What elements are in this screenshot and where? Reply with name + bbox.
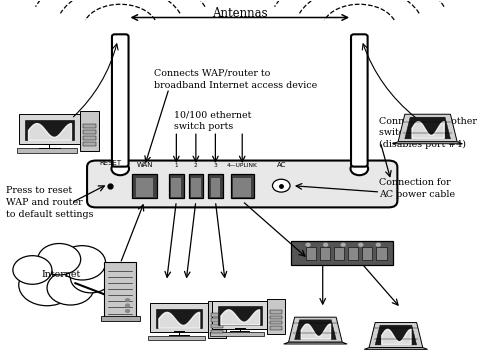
Text: Internet: Internet [41, 270, 80, 279]
FancyBboxPatch shape [362, 247, 372, 260]
FancyBboxPatch shape [17, 148, 77, 153]
Text: Antennas: Antennas [212, 7, 268, 20]
FancyBboxPatch shape [376, 247, 386, 260]
Text: Connection for
AC power cable: Connection for AC power cable [379, 178, 455, 199]
FancyBboxPatch shape [191, 178, 200, 197]
FancyBboxPatch shape [136, 178, 154, 197]
Circle shape [376, 243, 380, 246]
FancyBboxPatch shape [101, 316, 140, 321]
FancyBboxPatch shape [172, 178, 181, 197]
Circle shape [47, 271, 94, 305]
Circle shape [70, 263, 112, 293]
FancyBboxPatch shape [104, 262, 136, 318]
Polygon shape [294, 320, 336, 340]
Circle shape [38, 243, 80, 275]
FancyBboxPatch shape [348, 247, 358, 260]
Circle shape [272, 179, 290, 192]
Circle shape [324, 243, 328, 246]
FancyBboxPatch shape [334, 247, 344, 260]
Text: 1: 1 [174, 163, 178, 168]
Polygon shape [284, 342, 347, 344]
FancyBboxPatch shape [112, 34, 128, 167]
FancyBboxPatch shape [83, 142, 96, 146]
Circle shape [359, 243, 362, 246]
Polygon shape [392, 142, 462, 144]
FancyBboxPatch shape [320, 247, 330, 260]
Polygon shape [364, 348, 428, 349]
Circle shape [350, 162, 368, 175]
Text: Connects WAP/router to
broadband Internet access device: Connects WAP/router to broadband Interne… [154, 69, 318, 90]
FancyBboxPatch shape [270, 316, 282, 319]
Text: RESET: RESET [100, 160, 122, 166]
FancyBboxPatch shape [351, 34, 368, 167]
FancyBboxPatch shape [208, 174, 222, 198]
Circle shape [342, 243, 345, 246]
Circle shape [126, 309, 130, 312]
Polygon shape [369, 322, 422, 348]
FancyBboxPatch shape [83, 130, 96, 134]
FancyBboxPatch shape [188, 174, 203, 198]
FancyBboxPatch shape [148, 336, 205, 340]
Text: 2: 2 [194, 163, 198, 168]
FancyBboxPatch shape [270, 326, 282, 330]
FancyBboxPatch shape [306, 247, 316, 260]
FancyBboxPatch shape [218, 306, 262, 325]
Text: Connects to another
switch or hub
(disables port #4): Connects to another switch or hub (disab… [379, 117, 476, 149]
FancyBboxPatch shape [210, 330, 224, 334]
FancyBboxPatch shape [150, 303, 208, 332]
Text: Press to reset
WAP and router
to default settings: Press to reset WAP and router to default… [6, 186, 93, 219]
Circle shape [126, 299, 130, 302]
FancyBboxPatch shape [156, 308, 202, 328]
FancyBboxPatch shape [169, 174, 184, 198]
Text: 10/100 ethernet
switch ports: 10/100 ethernet switch ports [174, 110, 252, 131]
Circle shape [126, 304, 130, 307]
Polygon shape [288, 317, 342, 342]
Polygon shape [398, 114, 457, 142]
FancyBboxPatch shape [26, 120, 74, 140]
Text: WAN: WAN [136, 162, 153, 168]
FancyBboxPatch shape [83, 124, 96, 128]
FancyBboxPatch shape [87, 160, 398, 208]
FancyBboxPatch shape [270, 321, 282, 325]
Circle shape [13, 256, 52, 284]
FancyBboxPatch shape [210, 324, 224, 328]
FancyBboxPatch shape [210, 318, 224, 322]
FancyBboxPatch shape [210, 178, 220, 197]
Text: 3: 3 [214, 163, 218, 168]
Polygon shape [375, 325, 416, 345]
Circle shape [59, 246, 106, 280]
FancyBboxPatch shape [292, 241, 393, 265]
Text: 4—UPLINK: 4—UPLINK [227, 163, 258, 168]
FancyBboxPatch shape [80, 111, 100, 151]
FancyBboxPatch shape [19, 113, 80, 144]
FancyBboxPatch shape [230, 174, 254, 198]
FancyBboxPatch shape [83, 136, 96, 140]
FancyBboxPatch shape [233, 178, 252, 197]
FancyBboxPatch shape [268, 299, 284, 334]
FancyBboxPatch shape [210, 332, 264, 336]
Text: AC: AC [276, 162, 286, 168]
FancyBboxPatch shape [270, 310, 282, 314]
FancyBboxPatch shape [210, 313, 224, 317]
Circle shape [112, 162, 129, 175]
Polygon shape [405, 117, 450, 139]
Circle shape [18, 264, 76, 306]
FancyBboxPatch shape [208, 300, 226, 338]
Circle shape [306, 243, 310, 246]
FancyBboxPatch shape [132, 174, 157, 198]
FancyBboxPatch shape [212, 300, 268, 328]
